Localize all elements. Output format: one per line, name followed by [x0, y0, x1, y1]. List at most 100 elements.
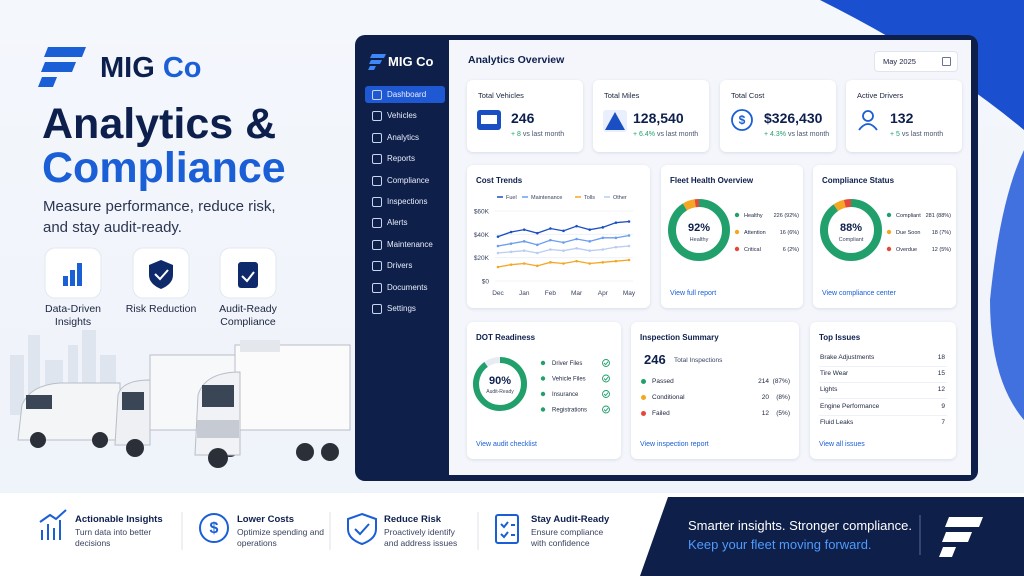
donut-center: 90%	[489, 375, 511, 387]
link[interactable]: View full report	[670, 290, 717, 297]
nav-icon	[372, 175, 382, 186]
check-icon	[602, 390, 610, 398]
calendar-icon	[942, 57, 951, 66]
series-point	[588, 228, 591, 231]
issue-count: 7	[941, 418, 945, 426]
donut-center-sub: Audit-Ready	[486, 389, 514, 395]
checklist-item: Driver Files	[552, 361, 582, 367]
nav-item[interactable]: Reports	[365, 150, 445, 167]
series-point	[614, 245, 618, 249]
nav-item[interactable]: Analytics	[365, 129, 445, 146]
nav-item[interactable]: Maintenance	[365, 236, 445, 253]
series-point	[601, 261, 605, 264]
nav-icon	[372, 90, 382, 100]
feature-label: Data-Driven Insights	[44, 303, 102, 328]
series-point	[549, 238, 552, 242]
series-point	[588, 240, 591, 243]
issue-count: 9	[941, 402, 945, 410]
nav-item[interactable]: Drivers	[365, 257, 445, 274]
issue-name: Brake Adjustments	[820, 354, 875, 361]
series-point	[496, 265, 500, 269]
legend-label: Compliant	[896, 213, 921, 219]
series-point	[614, 221, 618, 224]
nav-item[interactable]: Dashboard	[365, 86, 445, 103]
link[interactable]: View compliance center	[822, 290, 896, 297]
issue-count: 15	[937, 370, 945, 378]
series-point	[536, 264, 539, 268]
inspection-total-label: Total Inspections	[674, 357, 723, 364]
brand: MIG Co	[100, 52, 202, 85]
link[interactable]: View all issues	[819, 441, 865, 448]
legend-value: 281 (88%)	[926, 213, 952, 219]
kpi-value: 246	[511, 110, 535, 126]
series-point	[522, 249, 526, 252]
x-tick-label: Mar	[571, 290, 583, 297]
row-divider	[819, 366, 947, 367]
issue-name: Engine Performance	[820, 402, 880, 410]
series-point	[588, 262, 591, 265]
nav-label: Inspections	[387, 197, 428, 206]
series-point	[562, 241, 565, 244]
kpi-change: + 4.3% vs last month	[764, 131, 829, 138]
benefit-text: Turn data into better decisions	[75, 527, 152, 548]
checklist-item: Insurance	[552, 392, 579, 398]
kpi-change: + 5 vs last month	[890, 131, 943, 138]
kpi-change-value: + 8	[511, 131, 521, 138]
series-point	[627, 220, 631, 223]
y-tick-label: $20K	[474, 255, 490, 262]
series-point	[588, 249, 591, 252]
donut-center: 92%	[688, 222, 710, 234]
link[interactable]: View inspection report	[640, 441, 709, 448]
nav-item[interactable]: Documents	[365, 279, 445, 296]
legend-value: 12 (5%)	[932, 247, 951, 253]
kpi-change-value: + 5	[890, 131, 900, 138]
nav-icon	[372, 304, 382, 314]
date-picker[interactable]: May 2025	[874, 51, 958, 72]
kpi-value: 132	[890, 110, 914, 126]
series-point	[549, 248, 552, 251]
series-point	[549, 261, 552, 264]
donut-segment	[473, 357, 527, 411]
nav-item[interactable]: Vehicles	[365, 107, 445, 124]
series-point	[627, 234, 631, 237]
status-pct: (8%)	[776, 394, 790, 401]
nav-icon	[372, 239, 382, 250]
series-point	[536, 243, 539, 247]
kpi-card: Total Cost $ $326,430 + 4.3% vs last month	[720, 80, 836, 152]
kpi-change: + 6.4% vs last month	[633, 131, 698, 138]
check-icon	[603, 407, 609, 412]
benefit-title: Reduce Risk	[384, 514, 442, 525]
legend-label: Overdue	[896, 247, 917, 253]
legend-value: 16 (6%)	[780, 230, 799, 236]
status-dot	[641, 411, 646, 416]
legend-value: 18 (7%)	[932, 230, 951, 236]
link[interactable]: View audit checklist	[476, 441, 537, 448]
series-point	[601, 236, 605, 240]
legend-label: Fuel	[506, 195, 517, 201]
donut-segment	[820, 199, 882, 261]
kpi-label: Active Drivers	[857, 91, 904, 100]
series-point	[496, 235, 500, 238]
cost-icon	[731, 109, 753, 131]
series-point	[522, 262, 526, 265]
nav-item[interactable]: Inspections	[365, 193, 445, 210]
nav-label: Settings	[387, 304, 416, 313]
series-point	[575, 224, 578, 228]
series-point	[509, 230, 513, 234]
brand-suffix: Co	[162, 52, 202, 84]
kpi-value: $326,430	[764, 110, 823, 126]
tagline-sub: Keep your fleet moving forward.	[688, 537, 872, 552]
series-point	[509, 250, 513, 254]
kpi-change-note: vs last month	[901, 131, 944, 138]
checklist-item: Registrations	[552, 408, 587, 414]
row-divider	[819, 382, 947, 384]
kpi-change-note: vs last month	[656, 131, 699, 138]
kpi-change-note: vs last month	[787, 131, 830, 138]
nav-item[interactable]: Alerts	[365, 214, 445, 231]
series-point	[549, 227, 552, 230]
check-icon	[602, 374, 610, 383]
nav-item[interactable]: Settings	[365, 300, 445, 317]
nav-item[interactable]: Compliance	[365, 172, 445, 189]
inspection-card: Inspection Summary 246 Total Inspections Pa…	[631, 322, 799, 459]
